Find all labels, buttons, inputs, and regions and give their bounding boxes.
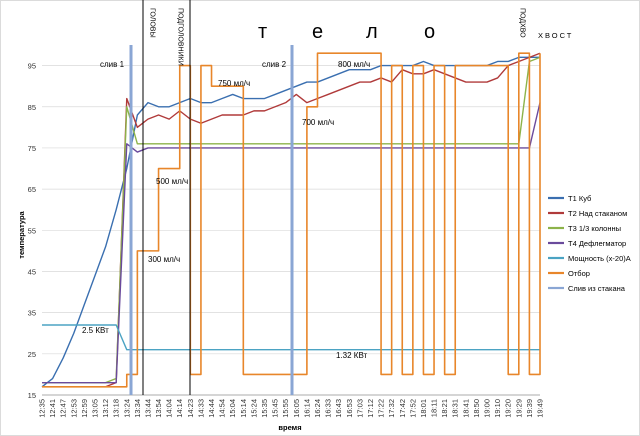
rate-300-label: 300 мл/ч: [148, 255, 180, 264]
rate-500-label: 500 мл/ч: [156, 177, 188, 186]
y-tick-label: 55: [28, 226, 36, 235]
legend-label: Слив из стакана: [568, 284, 626, 293]
x-tick-label: 13:05: [90, 399, 99, 418]
x-tick-label: 12:53: [69, 399, 78, 418]
x-tick-label: 18:50: [472, 399, 481, 418]
golovy-label: ГОЛОВЫ: [149, 8, 156, 38]
power-25-label: 2.5 КВт: [82, 326, 109, 335]
rate-800-label: 800 мл/ч: [338, 60, 370, 69]
x-tick-label: 15:45: [271, 399, 280, 418]
y-tick-label: 95: [28, 62, 36, 71]
x-tick-label: 12:47: [59, 399, 68, 418]
x-tick-label: 13:18: [112, 399, 121, 418]
x-tick-label: 18:41: [461, 399, 470, 418]
x-tick-label: 13:24: [122, 399, 131, 418]
sliv1-label: слив 1: [100, 60, 125, 69]
x-tick-label: 19:49: [536, 399, 545, 418]
telo-letter-3: л: [366, 21, 378, 43]
x-tick-label: 16:43: [334, 399, 343, 418]
x-tick-label: 14:14: [175, 399, 184, 418]
telo-letter-1: т: [258, 21, 267, 43]
x-tick-label: 17:52: [408, 399, 417, 418]
x-tick-label: 14:04: [165, 399, 174, 418]
hvost-label: ХВОСТ: [538, 31, 573, 40]
x-tick-label: 15:04: [228, 399, 237, 418]
x-tick-label: 18:11: [430, 399, 439, 417]
x-tick-label: 13:34: [133, 399, 142, 418]
podhvo-label: ПОДХВО: [519, 8, 526, 38]
x-tick-label: 18:21: [440, 399, 449, 418]
x-tick-label: 14:23: [186, 399, 195, 418]
y-tick-label: 15: [28, 391, 36, 400]
x-tick-label: 15:55: [281, 399, 290, 418]
x-tick-label: 16:24: [313, 399, 322, 418]
y-tick-label: 25: [28, 350, 36, 359]
y-tick-label: 45: [28, 267, 36, 276]
legend-label: Т4 Дефлегматор: [568, 239, 626, 248]
x-tick-label: 19:10: [493, 399, 502, 418]
x-tick-label: 15:24: [249, 399, 258, 418]
y-tick-label: 65: [28, 185, 36, 194]
x-ticks: 12:35 12:41 12:47 12:53 12:59 13:05 13:12 13:18…: [38, 399, 545, 418]
podgolovniki-label: ПОДГОЛОВНИКИ: [177, 8, 184, 66]
telo-letter-2: е: [312, 21, 323, 43]
x-tick-label: 12:41: [48, 399, 57, 418]
sliv2-label: слив 2: [262, 60, 287, 69]
legend-label: Мощность (х-20)А: [568, 254, 631, 263]
x-tick-label: 13:54: [154, 399, 163, 418]
y-axis-title: температура: [17, 210, 26, 258]
x-tick-label: 17:42: [398, 399, 407, 418]
x-tick-label: 19:39: [525, 399, 534, 418]
x-tick-label: 18:01: [419, 399, 428, 418]
legend: Т1 Куб Т2 Над стаканом Т3 1/3 колонны Т4 Де…: [548, 194, 631, 293]
x-tick-label: 15:35: [260, 399, 269, 418]
x-tick-label: 16:05: [292, 399, 301, 418]
y-tick-label: 85: [28, 103, 36, 112]
x-tick-label: 12:59: [80, 399, 89, 418]
telo-letter-4: о: [424, 21, 435, 43]
x-tick-label: 19:20: [504, 399, 513, 418]
x-tick-label: 16:33: [324, 399, 333, 418]
x-tick-label: 17:03: [355, 399, 364, 418]
x-tick-label: 12:35: [38, 399, 47, 418]
power-132-label: 1.32 КВт: [336, 351, 368, 360]
x-axis-title: время: [278, 423, 301, 432]
x-tick-label: 14:33: [196, 399, 205, 418]
x-tick-label: 15:14: [239, 399, 248, 418]
x-tick-label: 14:54: [218, 399, 227, 418]
x-tick-label: 13:12: [101, 399, 110, 418]
x-tick-label: 19:29: [514, 399, 523, 418]
x-tick-label: 13:44: [143, 399, 152, 418]
y-ticks: 15 25 35 45 55 65 75 85 95: [28, 62, 36, 400]
x-tick-label: 14:44: [207, 399, 216, 418]
x-tick-label: 18:31: [451, 399, 460, 418]
y-tick-label: 35: [28, 309, 36, 318]
legend-label: Т2 Над стаканом: [568, 209, 627, 218]
legend-label: Т1 Куб: [568, 194, 591, 203]
x-tick-label: 19:00: [483, 399, 492, 418]
x-tick-label: 16:14: [302, 399, 311, 418]
rate-750-label: 750 мл/ч: [218, 79, 250, 88]
x-tick-label: 17:32: [387, 399, 396, 418]
x-tick-label: 17:12: [366, 399, 375, 418]
legend-label: Отбор: [568, 269, 590, 278]
x-tick-label: 16:53: [345, 399, 354, 418]
legend-label: Т3 1/3 колонны: [568, 224, 621, 233]
rate-700-label: 700 мл/ч: [302, 118, 334, 127]
x-tick-label: 17:22: [377, 399, 386, 418]
y-tick-label: 75: [28, 144, 36, 153]
